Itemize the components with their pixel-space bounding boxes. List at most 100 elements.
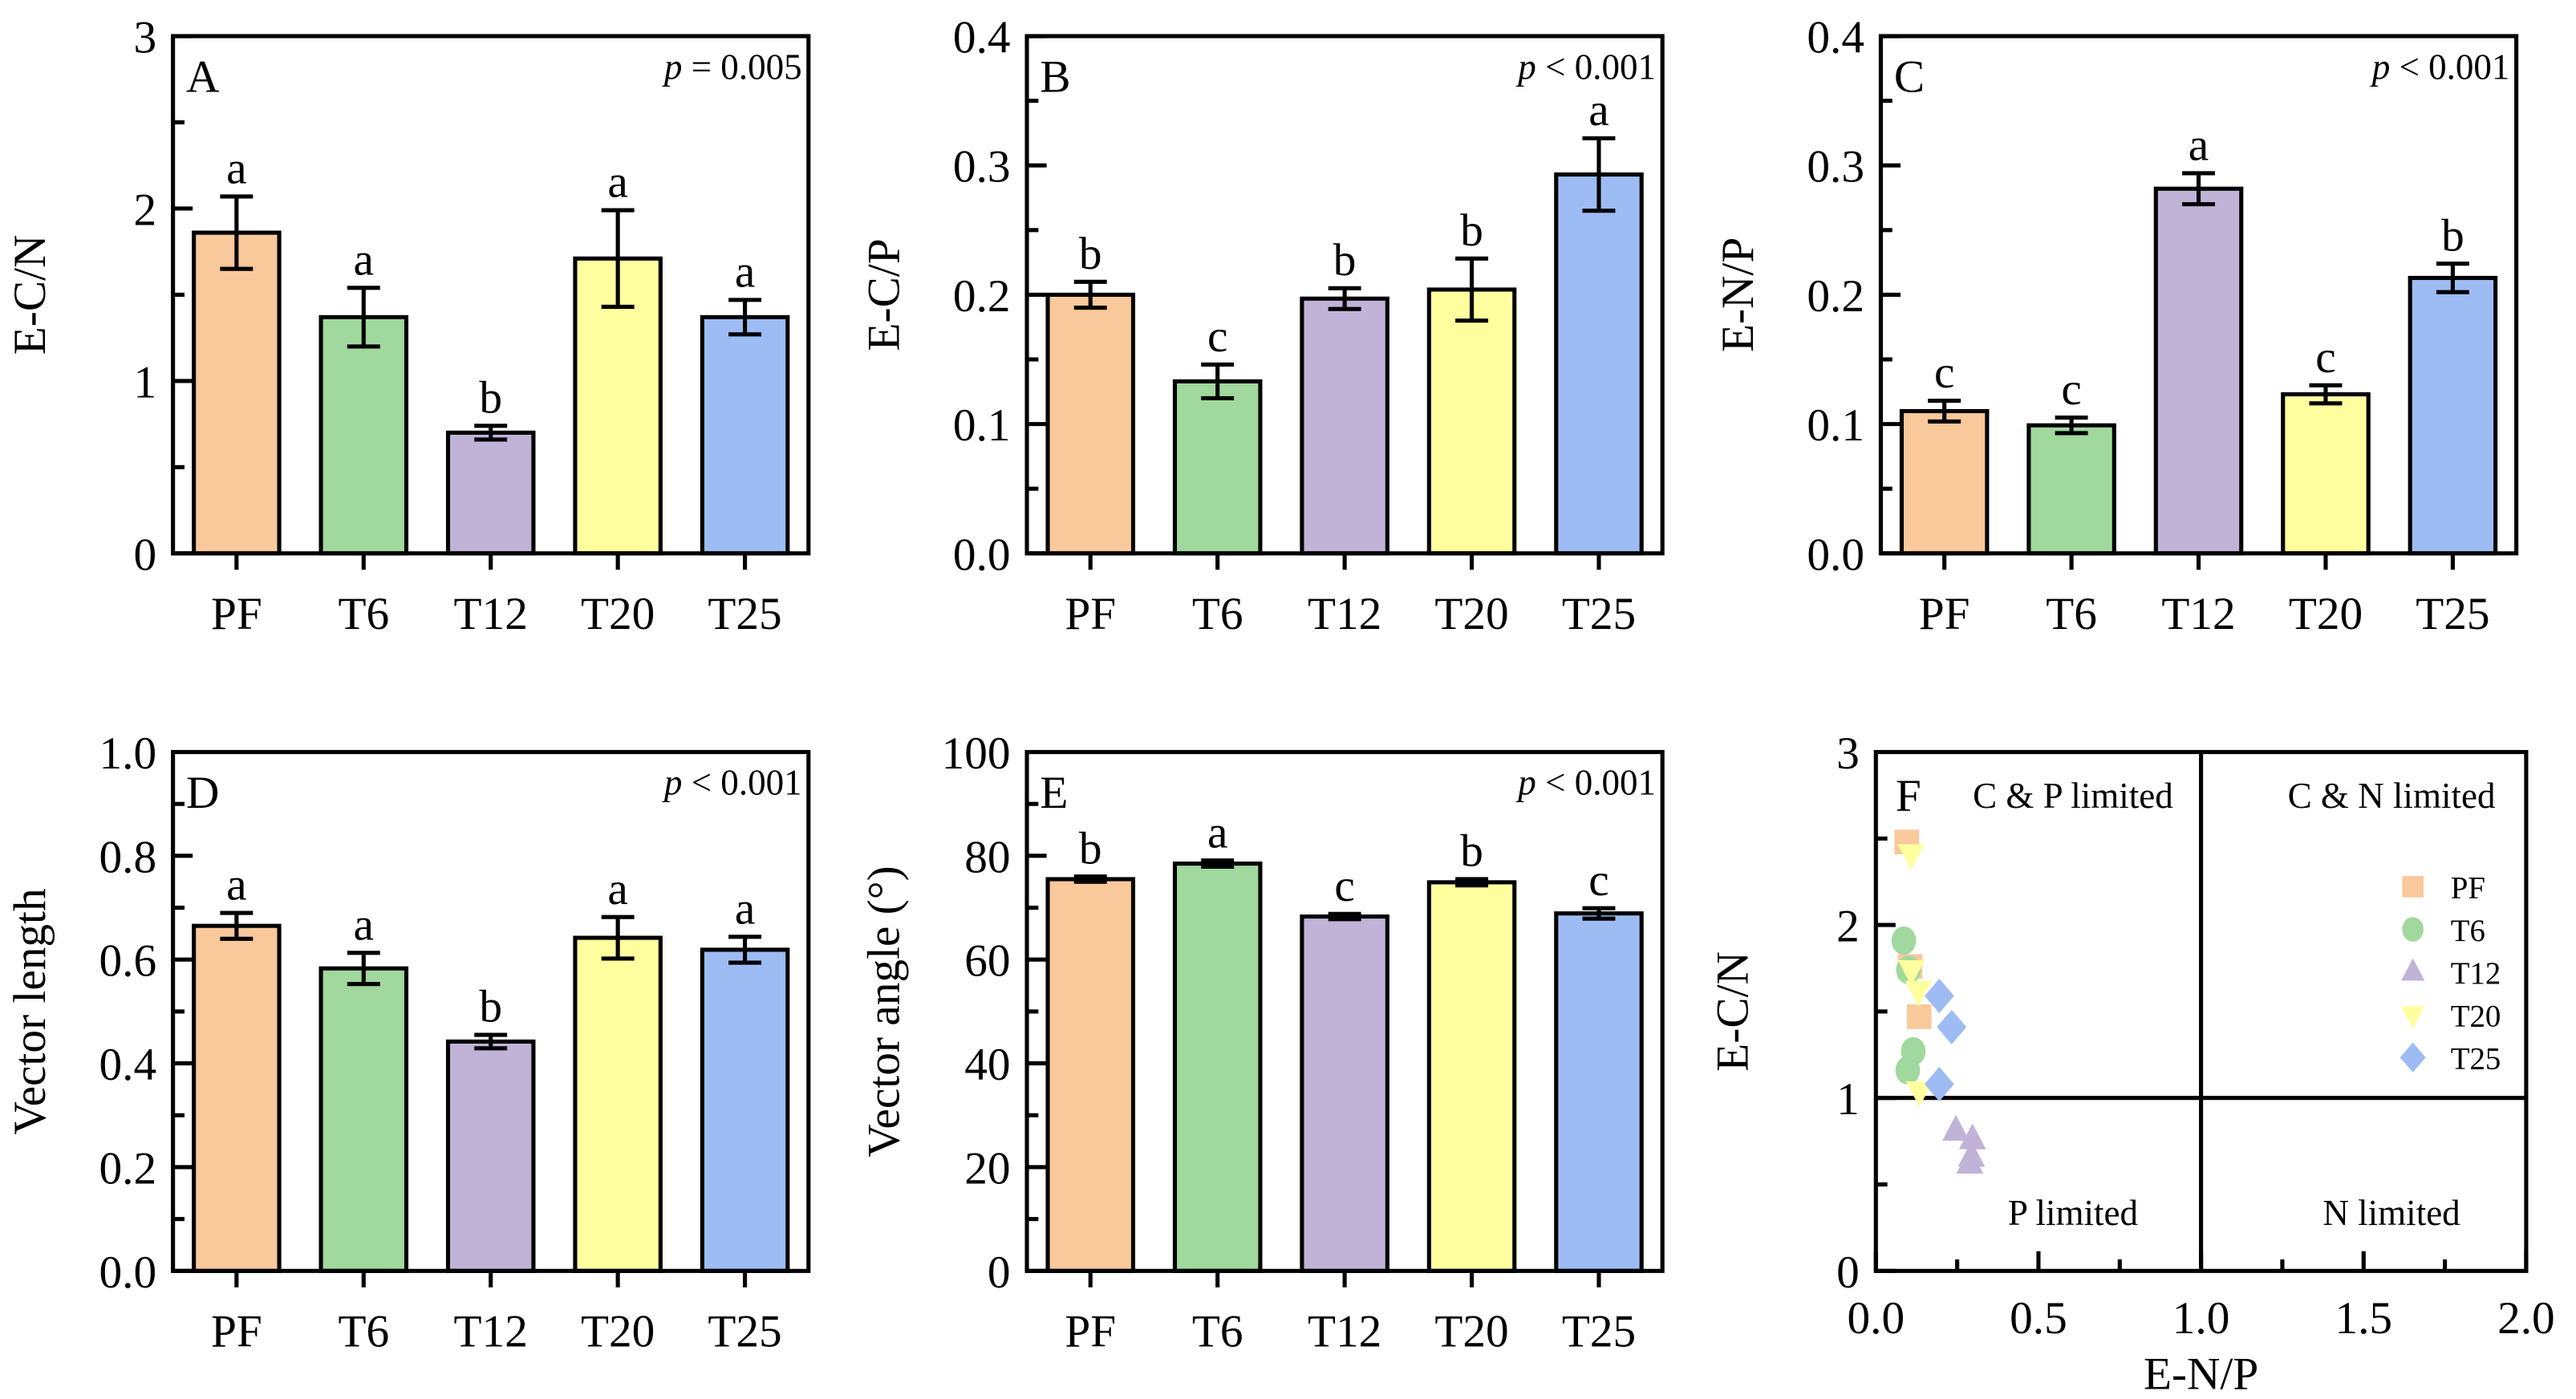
panel-b: 0.0 0.1 0.2 0.3 0.4 E-C/P b PF c T6 b T12 b T20 a T25 B p… xyxy=(858,13,1665,639)
x-tick-label: T25 xyxy=(1562,589,1636,639)
significance-letter: c xyxy=(1207,311,1227,362)
y-tick-label: 60 xyxy=(964,936,1010,987)
significance-letter: a xyxy=(1588,85,1608,136)
panel-letter: B xyxy=(1040,52,1070,103)
y-tick-label: 0.1 xyxy=(1807,400,1864,451)
bar-t6 xyxy=(1172,379,1263,556)
x-tick-label: T25 xyxy=(2416,589,2489,639)
bar-t6 xyxy=(318,314,409,556)
legend-item-t12: T12 xyxy=(2401,956,2501,991)
x-tick-label: PF xyxy=(1065,1306,1116,1356)
significance-letter: b xyxy=(1460,826,1483,877)
legend-marker xyxy=(2402,876,2424,898)
significance-letter: c xyxy=(2061,364,2081,415)
legend-marker xyxy=(2401,958,2425,981)
plot-frame xyxy=(1873,749,2529,1273)
significance-letter: b xyxy=(1079,229,1102,279)
p-symbol: p xyxy=(662,763,683,803)
bar-t25 xyxy=(1554,172,1644,556)
p-symbol: p xyxy=(2370,47,2391,87)
bar-t20 xyxy=(573,935,663,1273)
legend-item-t20: T20 xyxy=(2401,999,2501,1033)
x-tick-label: PF xyxy=(211,1306,262,1356)
significance-letter: b xyxy=(479,982,502,1032)
y-tick-label: 0.3 xyxy=(953,142,1011,193)
x-tick-label: T12 xyxy=(454,589,528,639)
x-tick-label: 0.5 xyxy=(2010,1293,2067,1344)
plot-frame xyxy=(1878,34,2519,556)
y-tick-label: 0.2 xyxy=(99,1143,157,1194)
series-t12 xyxy=(1942,1114,1986,1174)
y-axis-label: E-C/P xyxy=(858,238,909,351)
y-tick-label: 0.6 xyxy=(99,936,157,987)
x-tick-label: T20 xyxy=(581,1306,655,1356)
bar-t6 xyxy=(1172,862,1263,1273)
p-value-text: = 0.005 xyxy=(682,47,801,87)
x-tick-label: PF xyxy=(1919,589,1970,639)
legend-label: T12 xyxy=(2451,956,2501,991)
significance-letter: a xyxy=(354,234,374,285)
x-tick-label: PF xyxy=(1065,589,1116,639)
x-tick-label: T20 xyxy=(1434,1306,1508,1356)
y-axis-label: E-N/P xyxy=(1713,237,1763,352)
y-tick-label: 0.2 xyxy=(953,271,1011,322)
x-tick-label: 2.0 xyxy=(2497,1293,2555,1344)
p-value-text: < 0.001 xyxy=(1536,47,1656,87)
panel-letter: E xyxy=(1040,768,1068,818)
p-value-text: < 0.001 xyxy=(1536,763,1656,803)
significance-letter: a xyxy=(735,246,755,297)
quadrant-label: C & P limited xyxy=(1973,776,2173,816)
data-point xyxy=(1958,1123,1986,1150)
panel-f: 0 1 2 3 E-C/N 0.0 0.5 1.0 1.5 2.0 E-N/P C & P limit… xyxy=(1708,728,2555,1399)
x-tick-label: T6 xyxy=(1192,1306,1243,1356)
y-axis-label: E-C/N xyxy=(5,235,55,355)
legend-label: T20 xyxy=(2451,999,2501,1033)
data-point xyxy=(1905,1081,1933,1108)
x-tick-label: T12 xyxy=(2161,589,2235,639)
x-tick-label: PF xyxy=(211,589,262,639)
data-point xyxy=(1906,1004,1932,1029)
p-symbol: p xyxy=(1515,47,1536,87)
y-tick-label: 2 xyxy=(1836,902,1860,952)
x-tick-label: T12 xyxy=(1308,1306,1381,1356)
x-tick-label: T6 xyxy=(338,589,389,639)
significance-letter: b xyxy=(479,372,502,423)
bar-t6 xyxy=(2026,423,2116,556)
significance-letter: b xyxy=(2441,210,2464,261)
x-tick-label: T6 xyxy=(2046,589,2097,639)
y-tick-label: 0.2 xyxy=(1807,271,1864,322)
y-tick-label: 0.4 xyxy=(99,1040,157,1090)
bar-t25 xyxy=(700,314,790,556)
y-tick-label: 0.8 xyxy=(99,832,157,882)
legend-item-t6: T6 xyxy=(2402,914,2485,948)
bar-t20 xyxy=(1426,880,1517,1273)
significance-letter: c xyxy=(1334,861,1354,911)
y-tick-label: 1 xyxy=(1836,1074,1860,1125)
bar-t25 xyxy=(2408,275,2498,556)
data-point xyxy=(1942,1114,1970,1141)
significance-letter: a xyxy=(607,864,627,914)
panel-d: 0.0 0.2 0.4 0.6 0.8 1.0 Vector length a PF a T6 b T1… xyxy=(5,728,811,1356)
data-point xyxy=(1897,959,1925,987)
y-tick-label: 80 xyxy=(964,832,1010,882)
p-value: p < 0.001 xyxy=(2370,47,2510,87)
significance-letter: b xyxy=(1333,235,1357,286)
y-tick-label: 1.0 xyxy=(99,728,157,779)
p-symbol: p xyxy=(1515,763,1536,803)
y-tick-label: 0.0 xyxy=(1807,529,1864,580)
significance-letter: b xyxy=(1460,205,1483,256)
significance-letter: a xyxy=(1207,807,1227,858)
y-tick-label: 100 xyxy=(942,728,1011,779)
legend-marker xyxy=(2401,1006,2425,1029)
y-tick-label: 0.3 xyxy=(1807,142,1864,193)
panel-letter: D xyxy=(186,768,219,818)
significance-letter: c xyxy=(2315,332,2335,383)
p-symbol: p xyxy=(662,47,683,87)
p-value: p = 0.005 xyxy=(662,47,802,87)
bar-t6 xyxy=(318,966,409,1273)
y-tick-label: 40 xyxy=(964,1040,1010,1090)
y-tick-label: 1 xyxy=(133,357,156,408)
y-tick-label: 20 xyxy=(964,1143,1010,1194)
significance-letter: a xyxy=(354,899,374,950)
series-t25 xyxy=(1924,979,1967,1101)
